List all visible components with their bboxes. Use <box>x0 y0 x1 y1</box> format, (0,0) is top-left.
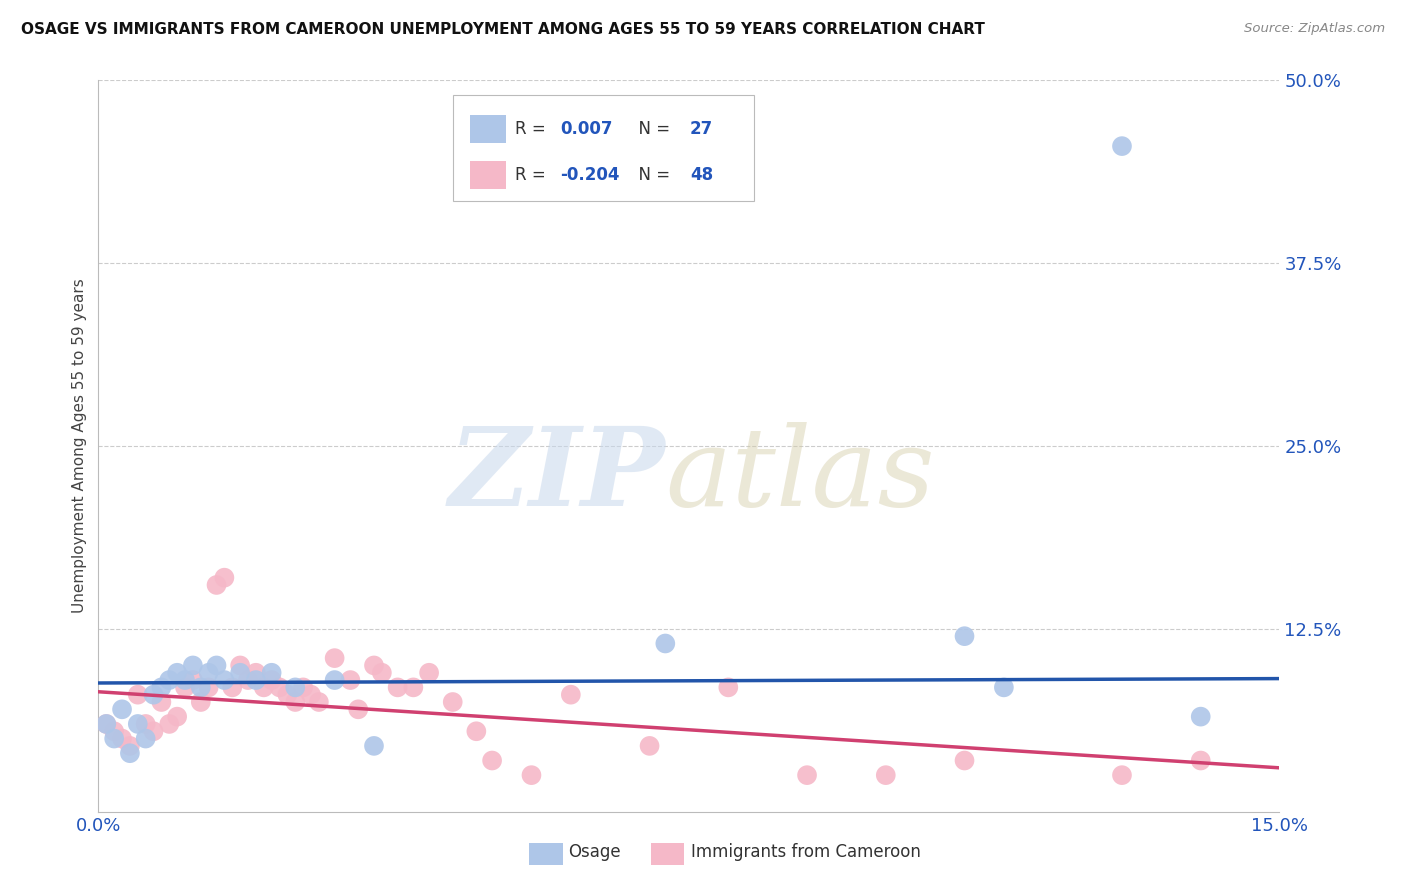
Point <box>402 681 425 695</box>
Point <box>118 746 141 760</box>
Point <box>269 681 291 695</box>
Text: N =: N = <box>627 120 675 138</box>
Point <box>993 681 1015 695</box>
Point <box>118 739 141 753</box>
Point <box>166 709 188 723</box>
Point <box>190 695 212 709</box>
Text: R =: R = <box>516 167 551 185</box>
Point <box>1111 139 1133 153</box>
Point <box>1111 768 1133 782</box>
FancyBboxPatch shape <box>471 115 506 144</box>
Point <box>103 731 125 746</box>
Point <box>654 636 676 650</box>
Text: 0.007: 0.007 <box>560 120 613 138</box>
Point <box>276 688 298 702</box>
Point <box>157 673 180 687</box>
Point <box>236 673 259 687</box>
Point <box>339 673 361 687</box>
Text: R =: R = <box>516 120 551 138</box>
Point <box>214 673 236 687</box>
Text: Immigrants from Cameroon: Immigrants from Cameroon <box>692 843 921 861</box>
Point <box>520 768 543 782</box>
FancyBboxPatch shape <box>471 161 506 189</box>
Point <box>387 681 409 695</box>
Point <box>142 688 165 702</box>
Point <box>1189 709 1212 723</box>
Point <box>347 702 370 716</box>
Point <box>174 673 197 687</box>
Point <box>796 768 818 782</box>
Point <box>953 754 976 768</box>
Point <box>875 768 897 782</box>
Point <box>292 681 315 695</box>
Point <box>260 673 283 687</box>
Point <box>96 717 118 731</box>
Point <box>166 665 188 680</box>
Point <box>221 681 243 695</box>
Point <box>284 681 307 695</box>
Point <box>205 578 228 592</box>
Point <box>481 754 503 768</box>
Point <box>323 651 346 665</box>
Point <box>174 681 197 695</box>
Point <box>135 717 157 731</box>
Point <box>150 695 173 709</box>
Point <box>260 665 283 680</box>
Point <box>284 695 307 709</box>
Text: 27: 27 <box>690 120 713 138</box>
Point <box>135 731 157 746</box>
Point <box>323 673 346 687</box>
FancyBboxPatch shape <box>651 843 685 865</box>
Point <box>560 688 582 702</box>
Point <box>418 665 440 680</box>
Text: N =: N = <box>627 167 675 185</box>
Point <box>205 658 228 673</box>
Point <box>363 739 385 753</box>
Point <box>371 665 394 680</box>
Y-axis label: Unemployment Among Ages 55 to 59 years: Unemployment Among Ages 55 to 59 years <box>72 278 87 614</box>
Point <box>245 673 267 687</box>
Point <box>229 658 252 673</box>
FancyBboxPatch shape <box>453 95 754 201</box>
Point <box>1189 754 1212 768</box>
Text: atlas: atlas <box>665 422 935 529</box>
Point <box>111 702 134 716</box>
Point <box>363 658 385 673</box>
Text: -0.204: -0.204 <box>560 167 620 185</box>
Point <box>245 665 267 680</box>
Point <box>299 688 322 702</box>
Point <box>96 717 118 731</box>
Point <box>127 717 149 731</box>
Point <box>308 695 330 709</box>
Point <box>142 724 165 739</box>
Text: ZIP: ZIP <box>449 422 665 529</box>
Point <box>229 665 252 680</box>
FancyBboxPatch shape <box>530 843 562 865</box>
Point <box>190 681 212 695</box>
Point <box>465 724 488 739</box>
Point <box>157 717 180 731</box>
Point <box>181 658 204 673</box>
Point <box>638 739 661 753</box>
Point <box>111 731 134 746</box>
Point <box>953 629 976 643</box>
Text: Source: ZipAtlas.com: Source: ZipAtlas.com <box>1244 22 1385 36</box>
Point <box>214 571 236 585</box>
Point <box>127 688 149 702</box>
Point <box>181 673 204 687</box>
Point <box>197 681 219 695</box>
Point <box>441 695 464 709</box>
Point <box>253 681 276 695</box>
Point <box>197 665 219 680</box>
Text: 48: 48 <box>690 167 713 185</box>
Point <box>717 681 740 695</box>
Text: OSAGE VS IMMIGRANTS FROM CAMEROON UNEMPLOYMENT AMONG AGES 55 TO 59 YEARS CORRELA: OSAGE VS IMMIGRANTS FROM CAMEROON UNEMPL… <box>21 22 986 37</box>
Point <box>103 724 125 739</box>
Point <box>150 681 173 695</box>
Text: Osage: Osage <box>568 843 621 861</box>
